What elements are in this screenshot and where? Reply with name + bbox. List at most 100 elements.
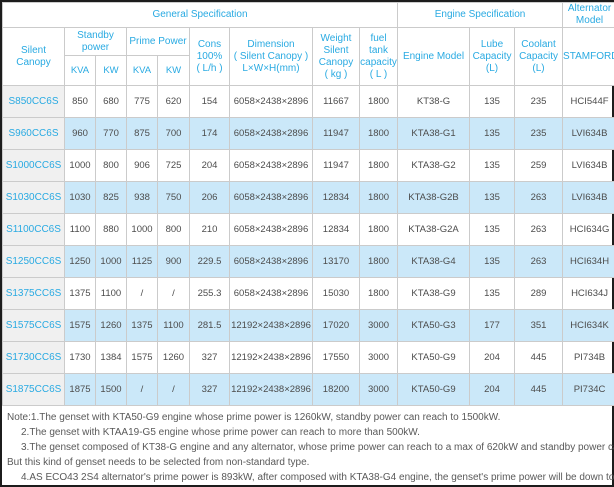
header-silent-canopy: Silent Canopy — [2, 27, 65, 86]
model-link[interactable]: S960CC6S — [2, 117, 65, 150]
model-link[interactable]: S1730CC6S — [2, 341, 65, 374]
cell-fuel: 1800 — [358, 117, 399, 150]
table-row: S960CC6S 960 770 875 700 174 6058×2438×2… — [2, 117, 614, 150]
table-row: S1030CC6S 1030 825 938 750 206 6058×2438… — [2, 181, 614, 214]
table-row: S1730CC6S 1730 1384 1575 1260 327 12192×… — [2, 341, 614, 374]
cell-standby-kw: 1384 — [95, 341, 127, 374]
table-row: S850CC6S 850 680 775 620 154 6058×2438×2… — [2, 85, 614, 118]
header-prime-kva: KVA — [126, 55, 158, 86]
cell-prime-kw: 725 — [157, 149, 190, 182]
cell-dimension: 12192×2438×2896 — [229, 373, 313, 406]
cell-standby-kva: 850 — [64, 85, 96, 118]
model-link[interactable]: S1030CC6S — [2, 181, 65, 214]
table-row: S1250CC6S 1250 1000 1125 900 229.5 6058×… — [2, 245, 614, 278]
cell-prime-kva: / — [126, 277, 158, 310]
cell-fuel: 1800 — [358, 277, 399, 310]
cell-prime-kva: 875 — [126, 117, 158, 150]
cell-prime-kva: 1000 — [126, 213, 158, 246]
cell-dimension: 12192×2438×2896 — [229, 341, 313, 374]
note-line: 4.AS ECO43 2S4 alternator's prime power … — [21, 472, 614, 483]
cell-alternator: HCI634K — [562, 309, 614, 342]
table-row: S1000CC6S 1000 800 906 725 204 6058×2438… — [2, 149, 614, 182]
cell-fuel: 1800 — [358, 149, 399, 182]
cell-prime-kw: 1260 — [157, 341, 190, 374]
cell-prime-kw: 620 — [157, 85, 190, 118]
cell-cons: 255.3 — [189, 277, 230, 310]
cell-prime-kw: / — [157, 373, 190, 406]
cell-engine-model: KTA38-G2A — [397, 213, 471, 246]
cell-standby-kva: 1375 — [64, 277, 96, 310]
cell-standby-kva: 1575 — [64, 309, 96, 342]
note-line: But this kind of genset needs to be sele… — [7, 457, 310, 468]
cell-coolant: 263 — [514, 213, 564, 246]
model-link[interactable]: S1000CC6S — [2, 149, 65, 182]
model-link[interactable]: S1100CC6S — [2, 213, 65, 246]
cell-standby-kw: 800 — [95, 149, 127, 182]
cell-standby-kva: 1030 — [64, 181, 96, 214]
cell-alternator: HCI634H — [562, 245, 614, 278]
model-link[interactable]: S1575CC6S — [2, 309, 65, 342]
cell-lube: 135 — [469, 149, 516, 182]
notes-section: Note:1.The genset with KTA50-G9 engine w… — [2, 406, 614, 485]
cell-coolant: 259 — [514, 149, 564, 182]
cell-alternator: PI734C — [562, 373, 614, 406]
cell-coolant: 445 — [514, 341, 564, 374]
cell-fuel: 1800 — [358, 181, 399, 214]
model-link[interactable]: S1375CC6S — [2, 277, 65, 310]
cell-standby-kw: 1500 — [95, 373, 127, 406]
cell-coolant: 351 — [514, 309, 564, 342]
cell-engine-model: KTA38-G4 — [397, 245, 471, 278]
cell-engine-model: KT38-G — [397, 85, 471, 118]
cell-alternator: LVI634B — [562, 181, 614, 214]
header-lube-capacity: Lube Capacity (L) — [469, 27, 516, 86]
cell-cons: 154 — [189, 85, 230, 118]
header-dimension: Dimension ( Silent Canopy ) L×W×H(mm) — [229, 27, 313, 86]
cell-standby-kva: 1250 — [64, 245, 96, 278]
cell-weight: 12834 — [312, 213, 360, 246]
cell-prime-kva: 1575 — [126, 341, 158, 374]
header-group-row: General Specification Engine Specificati… — [1, 2, 614, 28]
cell-fuel: 3000 — [358, 309, 399, 342]
cell-standby-kva: 1100 — [64, 213, 96, 246]
cell-prime-kw: 900 — [157, 245, 190, 278]
spec-table: General Specification Engine Specificati… — [1, 2, 614, 406]
cell-fuel: 1800 — [358, 245, 399, 278]
cell-cons: 210 — [189, 213, 230, 246]
note-line: Note:1.The genset with KTA50-G9 engine w… — [7, 412, 501, 423]
cell-engine-model: KTA50-G9 — [397, 373, 471, 406]
cell-alternator: PI734B — [562, 341, 614, 374]
header-stamford: STAMFORD — [562, 27, 614, 86]
cell-standby-kva: 1875 — [64, 373, 96, 406]
cell-lube: 135 — [469, 181, 516, 214]
cell-lube: 135 — [469, 213, 516, 246]
cell-prime-kw: 750 — [157, 181, 190, 214]
cell-prime-kva: / — [126, 373, 158, 406]
model-link[interactable]: S850CC6S — [2, 85, 65, 118]
cell-alternator: HCI634J — [562, 277, 614, 310]
header-coolant-capacity: Coolant Capacity (L) — [514, 27, 564, 86]
cell-lube: 204 — [469, 373, 516, 406]
cell-fuel: 3000 — [358, 373, 399, 406]
cell-dimension: 6058×2438×2896 — [229, 181, 313, 214]
cell-cons: 229.5 — [189, 245, 230, 278]
cell-weight: 11947 — [312, 117, 360, 150]
cell-engine-model: KTA38-G2 — [397, 149, 471, 182]
cell-standby-kva: 1730 — [64, 341, 96, 374]
model-link[interactable]: S1250CC6S — [2, 245, 65, 278]
cell-weight: 11947 — [312, 149, 360, 182]
header-weight: Weight Silent Canopy ( kg ) — [312, 27, 360, 86]
cell-weight: 13170 — [312, 245, 360, 278]
cell-standby-kva: 1000 — [64, 149, 96, 182]
model-link[interactable]: S1875CC6S — [2, 373, 65, 406]
cell-dimension: 12192×2438×2896 — [229, 309, 313, 342]
header-standby-kw: KW — [95, 55, 127, 86]
cell-weight: 17020 — [312, 309, 360, 342]
cell-weight: 11667 — [312, 85, 360, 118]
cell-standby-kw: 1100 — [95, 277, 127, 310]
cell-prime-kva: 1125 — [126, 245, 158, 278]
header-engine-model: Engine Model — [397, 27, 471, 86]
cell-cons: 327 — [189, 373, 230, 406]
header-standby-kva: KVA — [64, 55, 96, 86]
cell-engine-model: KTA38-G9 — [397, 277, 471, 310]
cell-dimension: 6058×2438×2896 — [229, 213, 313, 246]
